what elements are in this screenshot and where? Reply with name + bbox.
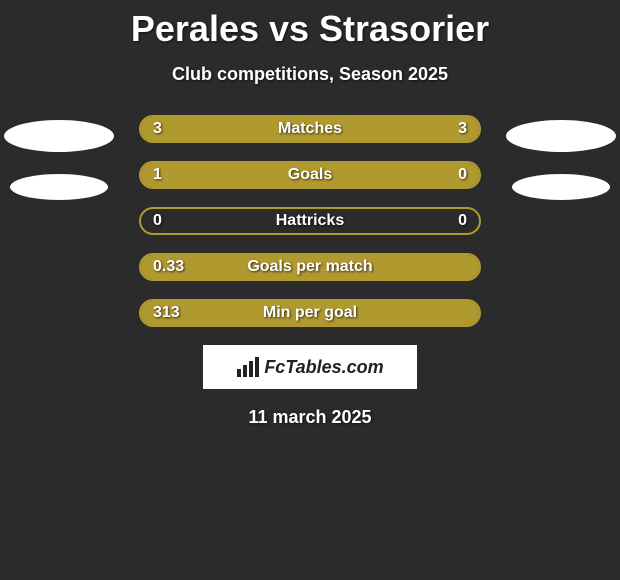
stat-row: 3 Matches 3 xyxy=(139,115,481,143)
stat-row: 1 Goals 0 xyxy=(139,161,481,189)
player1-badge-column xyxy=(4,120,114,222)
player2-badge-oval xyxy=(506,120,616,152)
player2-badge-oval xyxy=(512,174,610,200)
stat-row: 313 Min per goal xyxy=(139,299,481,327)
stat-value-right: 0 xyxy=(458,209,467,233)
stat-label: Matches xyxy=(141,117,479,141)
player1-badge-oval xyxy=(4,120,114,152)
stats-bars: 3 Matches 3 1 Goals 0 0 Hattricks 0 0.33… xyxy=(139,115,481,327)
stat-row: 0 Hattricks 0 xyxy=(139,207,481,235)
stat-value-right: 3 xyxy=(458,117,467,141)
player1-badge-oval xyxy=(10,174,108,200)
player2-badge-column xyxy=(506,120,616,222)
branding-box: FcTables.com xyxy=(203,345,417,389)
stat-value-right: 0 xyxy=(458,163,467,187)
page-subtitle: Club competitions, Season 2025 xyxy=(0,64,620,85)
stat-label: Min per goal xyxy=(141,301,479,325)
bars-chart-icon xyxy=(236,357,260,377)
stat-label: Goals xyxy=(141,163,479,187)
date-line: 11 march 2025 xyxy=(0,407,620,428)
stat-label: Goals per match xyxy=(141,255,479,279)
branding-text: FcTables.com xyxy=(264,357,383,378)
stat-label: Hattricks xyxy=(141,209,479,233)
stat-row: 0.33 Goals per match xyxy=(139,253,481,281)
page-title: Perales vs Strasorier xyxy=(0,0,620,50)
